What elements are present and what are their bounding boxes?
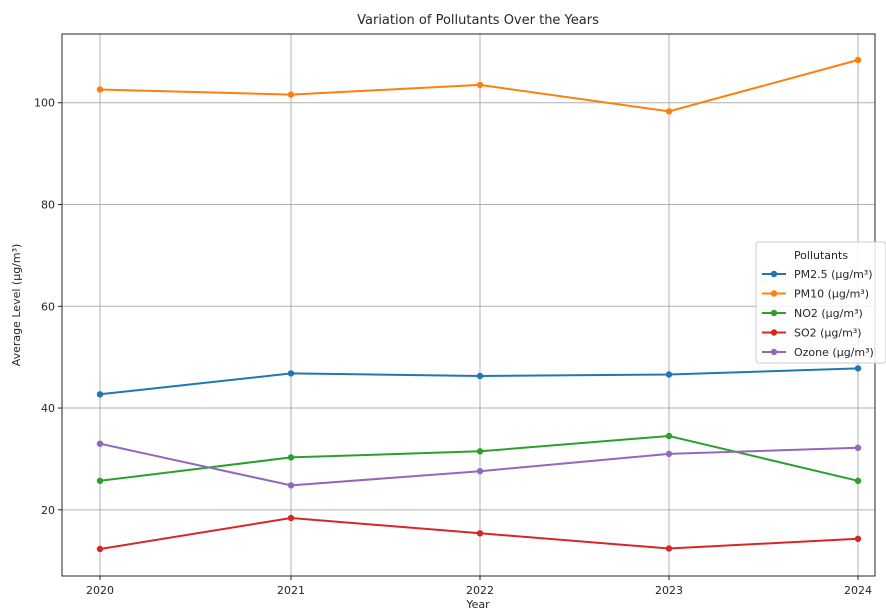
legend-label-so2: SO2 (µg/m³) [794,327,862,340]
y-tick-label: 80 [41,198,55,211]
x-axis: 2020 2021 2022 2023 2024 [86,576,872,597]
series-line-pm25 [99,367,859,396]
data-point-pm10 [96,86,104,93]
x-tick-label: 2020 [86,584,114,597]
plot-frame [61,33,876,577]
legend-label-pm25: PM2.5 (µg/m³) [794,268,873,281]
data-point-pm25 [854,365,862,372]
legend-marker-ozone [770,348,778,356]
x-tick-label: 2021 [277,584,305,597]
data-point-pm25 [665,371,673,378]
data-point-pm25 [476,372,484,380]
series-layer [96,56,862,553]
legend-frame [755,241,886,364]
y-tick-label: 60 [41,300,55,313]
y-axis: 20 40 60 80 100 [34,97,62,517]
data-point-ozone [665,450,673,458]
data-point-ozone [287,482,295,489]
data-point-ozone [476,468,484,475]
data-point-so2 [854,535,862,542]
legend-label-no2: NO2 (µg/m³) [794,307,863,320]
data-point-so2 [476,530,484,537]
data-point-so2 [96,545,104,553]
data-point-ozone [854,444,862,451]
data-point-pm10 [476,81,484,89]
data-point-ozone [96,440,104,447]
y-axis-label: Average Level (µg/m³) [10,244,23,367]
data-point-so2 [287,514,295,522]
legend-marker-pm25 [770,270,778,278]
legend-marker-so2 [770,329,778,336]
data-point-no2 [665,432,673,440]
legend-label-ozone: Ozone (µg/m³) [794,346,874,359]
data-point-pm10 [287,91,295,98]
y-tick-label: 100 [34,97,55,110]
data-point-pm25 [96,391,104,398]
legend-marker-no2 [770,309,778,317]
y-tick-label: 40 [41,402,55,415]
data-point-no2 [476,448,484,455]
legend-marker-pm10 [770,290,778,297]
data-point-no2 [96,477,104,484]
legend-label-pm10: PM10 (µg/m³) [794,288,869,301]
chart-title: Variation of Pollutants Over the Years [357,13,599,28]
grid [62,34,875,576]
data-point-pm10 [665,108,673,115]
x-tick-label: 2023 [655,584,683,597]
data-point-pm25 [287,370,295,377]
x-tick-label: 2022 [466,584,494,597]
legend: Pollutants PM2.5 (µg/m³) PM10 (µg/m³) NO2 … [755,241,886,364]
data-point-no2 [287,454,295,461]
data-point-pm10 [854,56,862,64]
x-axis-label: Year [465,598,490,609]
legend-title: Pollutants [794,249,848,262]
data-point-no2 [854,477,862,484]
x-tick-label: 2024 [844,584,872,597]
y-tick-label: 20 [41,504,55,517]
data-point-so2 [665,545,673,552]
